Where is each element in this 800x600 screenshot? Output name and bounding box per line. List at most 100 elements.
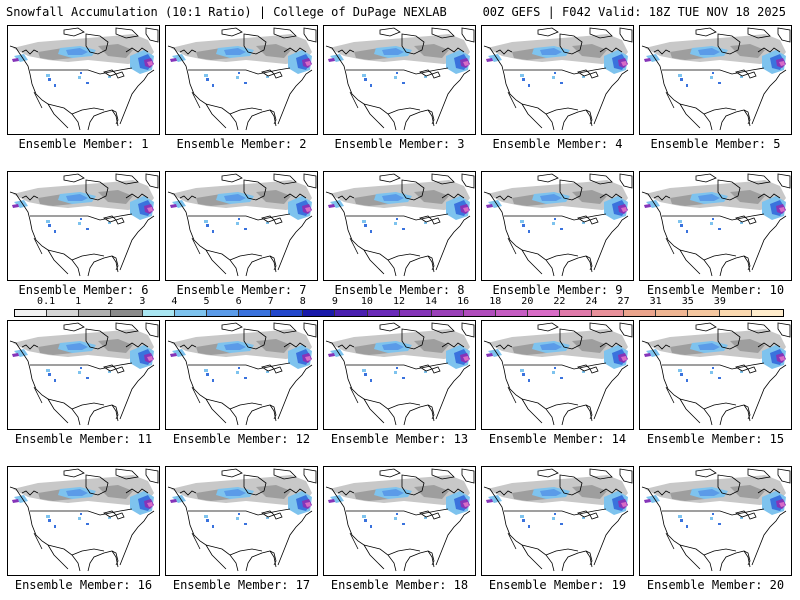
map-svg [167, 173, 317, 277]
ensemble-member-map [481, 466, 634, 576]
colorbar-tick-label: 39 [713, 296, 726, 307]
colorbar-swatch [303, 310, 336, 316]
colorbar-tick-label: 24 [585, 296, 598, 307]
ensemble-member-label: Ensemble Member: 6 [18, 283, 149, 297]
map-svg [9, 468, 159, 572]
colorbar-swatch [431, 310, 464, 316]
colorbar-tick-label: 2 [107, 296, 114, 307]
colorbar-tick-label: 6 [235, 296, 242, 307]
colorbar-swatch [591, 310, 624, 316]
ensemble-member-label: Ensemble Member: 5 [650, 137, 781, 151]
map-svg [167, 322, 317, 426]
colorbar-tick-label: 22 [553, 296, 566, 307]
ensemble-member-map [481, 25, 634, 135]
colorbar-swatch [495, 310, 528, 316]
colorbar-tick-label: 1 [75, 296, 82, 307]
ensemble-member-map [323, 171, 476, 281]
colorbar-tick-label: 18 [489, 296, 502, 307]
ensemble-member-label: Ensemble Member: 8 [334, 283, 465, 297]
ensemble-member-label: Ensemble Member: 9 [492, 283, 623, 297]
colorbar-swatch [463, 310, 496, 316]
map-svg [641, 173, 791, 277]
map-svg [483, 27, 633, 131]
ensemble-member-label: Ensemble Member: 1 [18, 137, 149, 151]
colorbar-swatch [143, 310, 176, 316]
colorbar-tick-label: 20 [521, 296, 534, 307]
ensemble-member-map [481, 171, 634, 281]
ensemble-member-label: Ensemble Member: 7 [176, 283, 307, 297]
run-valid-time: 00Z GEFS | F042 Valid: 18Z TUE NOV 18 20… [482, 5, 786, 19]
colorbar-swatch [207, 310, 240, 316]
colorbar-tick-label: 14 [425, 296, 438, 307]
map-svg [483, 173, 633, 277]
ensemble-member-map [7, 320, 160, 430]
ensemble-member-label: Ensemble Member: 14 [488, 432, 627, 446]
ensemble-member-label: Ensemble Member: 12 [172, 432, 311, 446]
colorbar-tick-label: 10 [360, 296, 373, 307]
ensemble-member-map [7, 171, 160, 281]
ensemble-member-map [165, 466, 318, 576]
ensemble-member-map [323, 320, 476, 430]
colorbar-swatch [79, 310, 112, 316]
colorbar-swatch [687, 310, 721, 316]
colorbar-swatch [527, 310, 560, 316]
map-svg [483, 468, 633, 572]
colorbar-tick-label: 3 [139, 296, 146, 307]
ensemble-member-label: Ensemble Member: 4 [492, 137, 623, 151]
ensemble-member-label: Ensemble Member: 2 [176, 137, 307, 151]
map-title: Snowfall Accumulation (10:1 Ratio) | Col… [6, 5, 447, 19]
colorbar-tick-label: 4 [171, 296, 178, 307]
map-svg [167, 468, 317, 572]
colorbar-swatch [271, 310, 304, 316]
map-svg [325, 173, 475, 277]
ensemble-member-label: Ensemble Member: 13 [330, 432, 469, 446]
colorbar-tick-label: 7 [267, 296, 274, 307]
ensemble-member-map [639, 466, 792, 576]
ensemble-member-map [639, 25, 792, 135]
colorbar-swatch [655, 310, 688, 316]
colorbar-swatch [175, 310, 208, 316]
ensemble-member-label: Ensemble Member: 16 [14, 578, 153, 592]
ensemble-member-label: Ensemble Member: 3 [334, 137, 465, 151]
map-svg [325, 468, 475, 572]
map-svg [9, 322, 159, 426]
ensemble-member-label: Ensemble Member: 19 [488, 578, 627, 592]
colorbar-tick-label: 0.1 [37, 296, 56, 307]
colorbar-swatch [335, 310, 368, 316]
colorbar-labels: 0.1 1 2 3 4 5 6 7 8 9 10 12 14 16 18 20 22 24 27 31 35 39 [14, 296, 784, 308]
colorbar [14, 309, 784, 317]
colorbar-tick-label: 9 [331, 296, 338, 307]
colorbar-tick-label: 31 [649, 296, 662, 307]
colorbar-tick-label: 8 [299, 296, 306, 307]
ensemble-member-label: Ensemble Member: 17 [172, 578, 311, 592]
ensemble-member-map [165, 25, 318, 135]
ensemble-member-map [7, 25, 160, 135]
ensemble-member-map [323, 466, 476, 576]
ensemble-member-map [165, 171, 318, 281]
ensemble-member-label: Ensemble Member: 10 [646, 283, 785, 297]
map-svg [9, 27, 159, 131]
ensemble-member-label: Ensemble Member: 20 [646, 578, 785, 592]
ensemble-member-map [481, 320, 634, 430]
ensemble-member-map [323, 25, 476, 135]
colorbar-tick-label: 12 [392, 296, 406, 307]
colorbar-swatch [111, 310, 144, 316]
map-svg [641, 468, 791, 572]
ensemble-member-map [165, 320, 318, 430]
map-svg [9, 173, 159, 277]
map-svg [641, 27, 791, 131]
colorbar-swatch [559, 310, 592, 316]
ensemble-member-label: Ensemble Member: 11 [14, 432, 153, 446]
colorbar-tick-label: 27 [617, 296, 630, 307]
colorbar-swatch [752, 310, 784, 316]
colorbar-swatch [720, 310, 753, 316]
colorbar-swatch [47, 310, 80, 316]
colorbar-swatch [239, 310, 272, 316]
ensemble-member-map [7, 466, 160, 576]
colorbar-tick-label: 16 [457, 296, 470, 307]
map-svg [325, 322, 475, 426]
ensemble-member-label: Ensemble Member: 15 [646, 432, 785, 446]
colorbar-swatch [367, 310, 400, 316]
colorbar-tick-label: 5 [203, 296, 210, 307]
ensemble-member-map [639, 320, 792, 430]
